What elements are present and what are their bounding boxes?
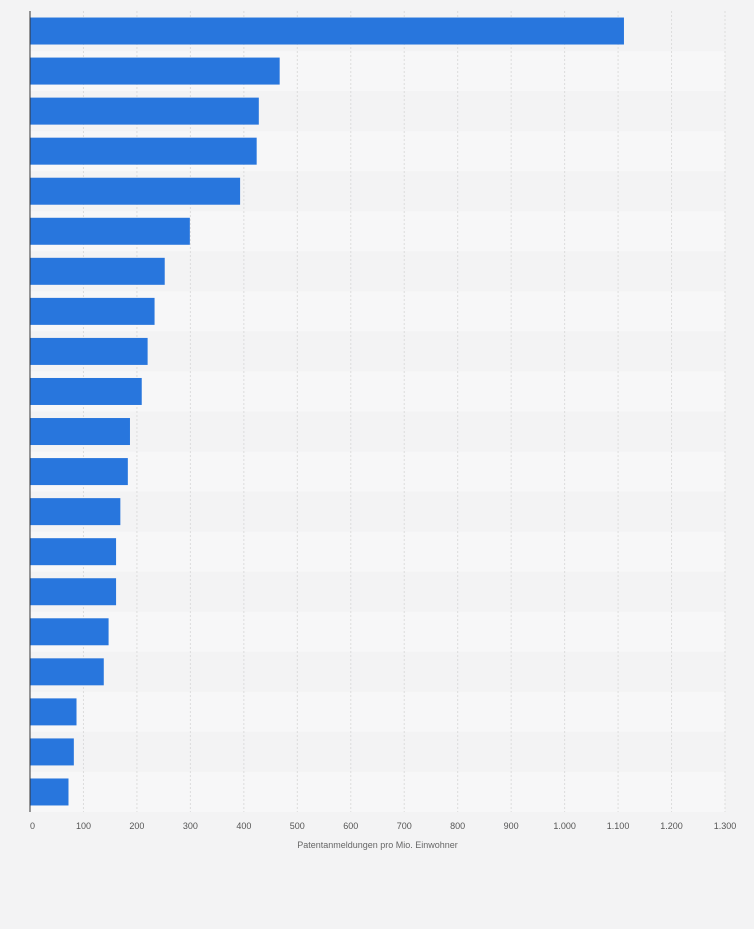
bar bbox=[30, 177, 241, 205]
bar bbox=[30, 57, 280, 85]
bar bbox=[30, 458, 128, 486]
x-tick-label: 600 bbox=[343, 821, 358, 831]
bar bbox=[30, 257, 165, 285]
row-band bbox=[30, 771, 725, 812]
bar bbox=[30, 578, 117, 606]
bar bbox=[30, 658, 104, 686]
x-tick-label: 0 bbox=[30, 821, 35, 831]
x-axis-title: Patentanmeldungen pro Mio. Einwohner bbox=[297, 840, 458, 850]
x-tick-label: 1.200 bbox=[660, 821, 683, 831]
bar bbox=[30, 538, 117, 566]
gridlines bbox=[82, 11, 726, 812]
row-band bbox=[30, 411, 725, 452]
row-bands bbox=[30, 11, 725, 812]
x-tick-label: 300 bbox=[183, 821, 198, 831]
bar bbox=[30, 137, 257, 165]
bar bbox=[30, 698, 77, 726]
x-tick-label: 800 bbox=[450, 821, 465, 831]
x-tick-label: 200 bbox=[129, 821, 144, 831]
bar bbox=[30, 297, 155, 325]
bar bbox=[30, 97, 259, 125]
bar bbox=[30, 217, 190, 245]
x-tick-label: 1.000 bbox=[553, 821, 576, 831]
bar bbox=[30, 418, 130, 446]
bar bbox=[30, 618, 109, 646]
bar bbox=[30, 377, 142, 405]
bar bbox=[30, 17, 624, 45]
row-band bbox=[30, 531, 725, 572]
row-band bbox=[30, 571, 725, 612]
x-tick-label: 500 bbox=[290, 821, 305, 831]
row-band bbox=[30, 691, 725, 732]
row-band bbox=[30, 371, 725, 412]
row-band bbox=[30, 731, 725, 772]
row-band bbox=[30, 651, 725, 692]
x-tick-label: 1.300 bbox=[714, 821, 737, 831]
x-axis-tick-labels: 0 100 200 300 400 500 600 700 800 900 1.000 1.100 1.… bbox=[30, 821, 736, 831]
bar bbox=[30, 778, 69, 806]
x-tick-label: 400 bbox=[236, 821, 251, 831]
x-tick-label: 900 bbox=[504, 821, 519, 831]
x-tick-label: 700 bbox=[397, 821, 412, 831]
bar bbox=[30, 498, 121, 526]
row-band bbox=[30, 451, 725, 492]
bars bbox=[30, 17, 624, 806]
bar bbox=[30, 337, 148, 365]
x-tick-label: 1.100 bbox=[607, 821, 630, 831]
row-band bbox=[30, 491, 725, 532]
row-band bbox=[30, 611, 725, 652]
bar bbox=[30, 738, 74, 766]
x-tick-label: 100 bbox=[76, 821, 91, 831]
